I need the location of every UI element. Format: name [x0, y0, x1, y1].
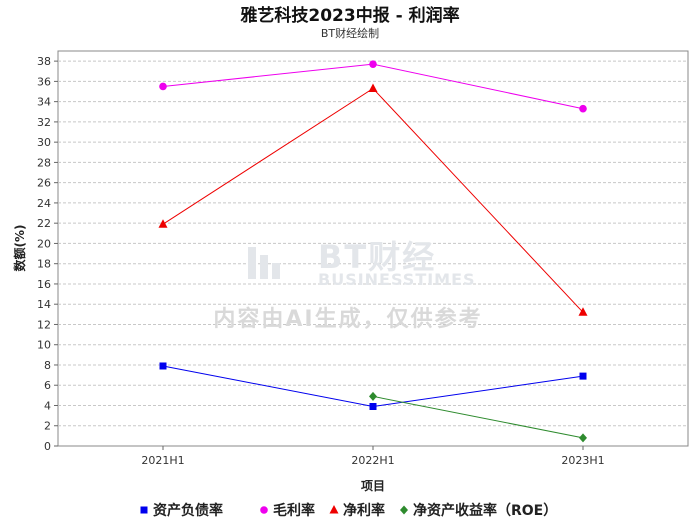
watermark-logo-bar [260, 255, 268, 279]
watermark-logo-text: BT财经 [318, 238, 436, 276]
legend-item: 净利率 [329, 502, 385, 519]
data-point [578, 307, 588, 316]
x-axis-label: 项目 [361, 479, 385, 493]
y-tick-label: 4 [44, 399, 51, 412]
y-tick-label: 10 [37, 339, 51, 352]
y-tick-label: 18 [37, 258, 51, 271]
data-point [369, 403, 377, 410]
data-point [579, 433, 587, 443]
legend-label: 净资产收益率（ROE） [413, 502, 557, 519]
x-tick-label: 2022H1 [351, 454, 394, 467]
y-tick-label: 12 [37, 318, 51, 331]
y-axis-label: 数额(%) [12, 225, 27, 272]
legend-label: 资产负债率 [153, 502, 223, 519]
chart-title: 雅艺科技2023中报 - 利润率 [239, 5, 459, 26]
series-lines [158, 60, 588, 443]
watermark: BT财经 BUSINESSTIMES 内容由AI生成，仅供参考 [213, 238, 482, 332]
watermark-logo-bar [248, 247, 256, 279]
y-tick-label: 30 [37, 136, 51, 149]
legend-marker [329, 505, 339, 514]
data-point [159, 82, 167, 91]
y-tick-label: 0 [44, 440, 51, 453]
axes: 024681012141618202224262830323436382021H… [37, 55, 605, 467]
legend-item: 资产负债率 [140, 502, 223, 519]
y-tick-label: 26 [37, 177, 51, 190]
legend: 资产负债率 毛利率 净利率 净资产收益率（ROE） [140, 502, 557, 519]
data-point [368, 83, 378, 92]
x-tick-label: 2021H1 [141, 454, 184, 467]
data-point [369, 60, 377, 68]
x-tick-label: 2023H1 [561, 454, 604, 467]
series-1 [159, 60, 587, 113]
series-0 [159, 362, 587, 410]
watermark-notice: 内容由AI生成，仅供参考 [213, 306, 482, 332]
y-tick-label: 22 [37, 217, 51, 230]
data-point [159, 362, 167, 370]
legend-marker [260, 506, 268, 514]
y-tick-label: 34 [37, 96, 51, 109]
y-tick-label: 38 [37, 55, 51, 68]
data-point [579, 372, 587, 380]
watermark-logo-bar [272, 263, 280, 279]
series-2 [158, 83, 588, 316]
y-tick-label: 14 [37, 298, 51, 311]
y-tick-label: 8 [44, 359, 51, 372]
y-tick-label: 6 [44, 379, 51, 392]
y-tick-label: 2 [44, 420, 51, 433]
chart-subtitle: BT财经绘制 [321, 26, 379, 40]
series-3 [369, 391, 587, 443]
legend-item: 净资产收益率（ROE） [400, 502, 557, 519]
y-tick-label: 32 [37, 116, 51, 129]
plot-area [57, 50, 689, 447]
y-tick-label: 28 [37, 156, 51, 169]
y-tick-label: 16 [37, 278, 51, 291]
y-tick-label: 24 [37, 197, 51, 210]
legend-label: 净利率 [343, 502, 385, 519]
watermark-logo-subtext: BUSINESSTIMES [318, 270, 476, 289]
y-tick-label: 36 [37, 75, 51, 88]
series-line [372, 395, 584, 439]
y-tick-label: 20 [37, 237, 51, 250]
data-point [579, 104, 587, 113]
legend-marker [140, 506, 148, 514]
legend-label: 毛利率 [273, 502, 315, 519]
data-point [158, 219, 168, 228]
legend-marker [400, 505, 408, 515]
legend-item: 毛利率 [260, 502, 315, 519]
data-point [369, 391, 377, 401]
